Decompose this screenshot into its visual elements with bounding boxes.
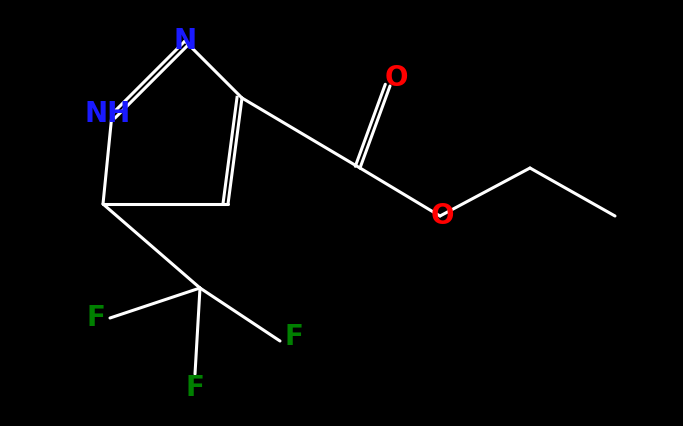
Text: O: O (385, 64, 408, 92)
Text: F: F (285, 323, 303, 351)
Text: N: N (173, 27, 197, 55)
Text: NH: NH (85, 100, 131, 128)
Text: O: O (430, 202, 454, 230)
Text: F: F (87, 304, 105, 332)
Text: F: F (186, 374, 204, 402)
